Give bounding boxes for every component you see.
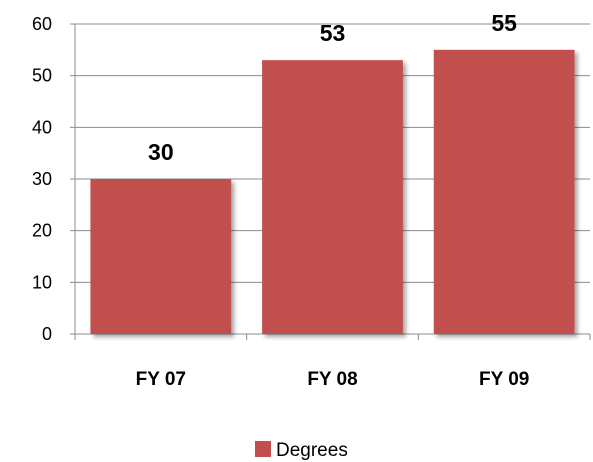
y-tick-label-40: 40 — [32, 117, 52, 137]
y-tick-label-30: 30 — [32, 169, 52, 189]
x-tick-labels: FY 07 FY 08 FY 09 — [136, 369, 530, 390]
bar-fy-07 — [90, 179, 232, 334]
y-tick-label-50: 50 — [32, 66, 52, 86]
y-tick-label-10: 10 — [32, 272, 52, 292]
data-labels: 30 53 55 — [148, 10, 517, 165]
y-tick-labels: 0 10 20 30 40 50 60 — [32, 14, 52, 344]
bar-fy-09 — [433, 49, 575, 334]
data-label-fy-09: 55 — [491, 10, 517, 36]
y-tick-label-0: 0 — [42, 324, 52, 344]
data-label-fy-08: 53 — [320, 20, 346, 46]
bar-fy-08 — [262, 60, 403, 335]
x-tick-label-fy-07: FY 07 — [136, 369, 186, 390]
y-tick-label-20: 20 — [32, 221, 52, 241]
y-tick-label-60: 60 — [32, 14, 52, 34]
x-tick-label-fy-08: FY 08 — [307, 369, 357, 390]
bars — [90, 49, 575, 335]
data-label-fy-07: 30 — [148, 139, 174, 165]
x-tick-label-fy-09: FY 09 — [479, 369, 529, 390]
legend: Degrees — [255, 440, 348, 461]
legend-label-degrees: Degrees — [276, 440, 348, 461]
legend-swatch-degrees — [255, 441, 271, 457]
